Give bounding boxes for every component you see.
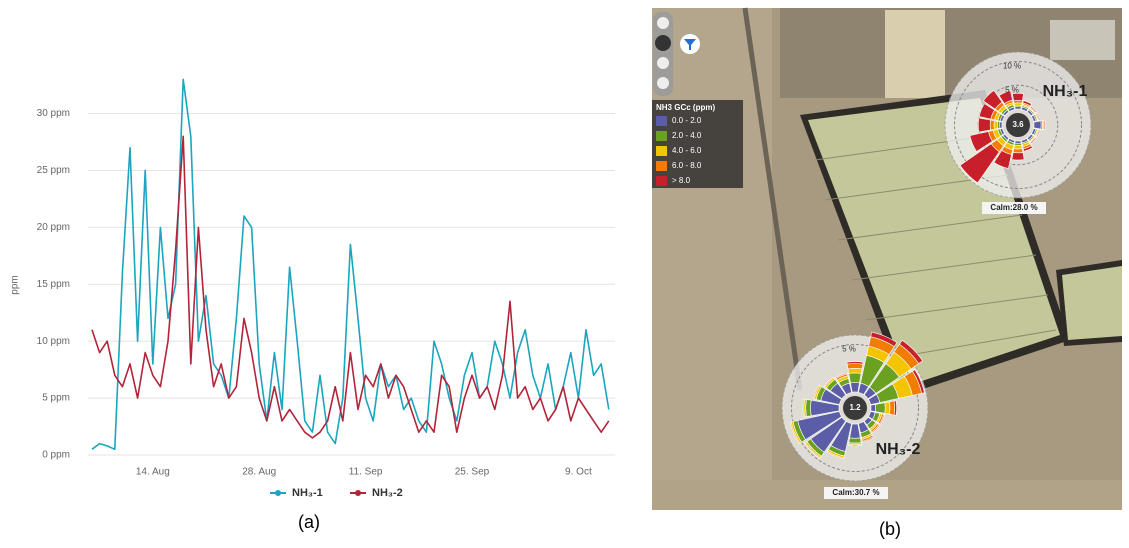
rose-label: NH₃-2 bbox=[876, 441, 921, 458]
legend-label: 2.0 - 4.0 bbox=[672, 131, 702, 140]
rose-segment bbox=[1044, 120, 1045, 130]
y-tick-label: 10 ppm bbox=[37, 336, 70, 347]
legend-marker bbox=[355, 490, 361, 496]
rose-center-value: 3.6 bbox=[1012, 120, 1024, 129]
map-legend-box bbox=[652, 100, 743, 188]
y-tick-label: 5 ppm bbox=[42, 393, 70, 404]
rose-segment bbox=[978, 118, 990, 132]
legend-label: 0.0 - 2.0 bbox=[672, 116, 702, 125]
rose-segment bbox=[1034, 121, 1041, 129]
legend-label: > 8.0 bbox=[672, 176, 691, 185]
x-tick-label: 28. Aug bbox=[242, 467, 276, 478]
rose-segment bbox=[894, 401, 897, 416]
rose-label: NH₃-1 bbox=[1043, 83, 1088, 100]
legend-marker bbox=[275, 490, 281, 496]
x-tick-label: 14. Aug bbox=[136, 467, 170, 478]
rose-ring-label: 10 % bbox=[1003, 62, 1021, 71]
rose-segment bbox=[847, 364, 863, 369]
rose-segment bbox=[994, 121, 998, 129]
y-axis-label: ppm bbox=[10, 275, 21, 294]
rose-segment bbox=[990, 120, 994, 130]
rose-segment bbox=[1013, 149, 1023, 153]
map-legend-title: NH3 GCc (ppm) bbox=[656, 103, 715, 112]
legend-label: 4.0 - 6.0 bbox=[672, 146, 702, 155]
rose-segment bbox=[885, 402, 890, 414]
caption: (a) bbox=[298, 512, 320, 532]
rose-ring-label: 5 % bbox=[842, 345, 856, 354]
data-line bbox=[92, 136, 609, 438]
legend-swatch bbox=[656, 161, 667, 171]
legend-swatch bbox=[656, 176, 667, 186]
caption: (b) bbox=[879, 519, 901, 539]
rose-segment bbox=[848, 368, 862, 373]
rose-segment bbox=[1014, 145, 1022, 149]
legend-swatch bbox=[656, 131, 667, 141]
x-tick-label: 11. Sep bbox=[349, 467, 383, 478]
rose-segment bbox=[890, 401, 895, 415]
rose-segment bbox=[849, 438, 861, 443]
rose-segment bbox=[1012, 152, 1024, 160]
rose-segment bbox=[851, 382, 860, 392]
legend-swatch bbox=[656, 146, 667, 156]
figure: NH3 GCc (ppm) (a) (b) 0 ppm 5 ppm 10 ppm 15… bbox=[0, 0, 1129, 543]
legend-label: NH₃-2 bbox=[372, 487, 403, 499]
rose-segment bbox=[1012, 93, 1023, 100]
x-tick-label: 9. Oct bbox=[565, 467, 592, 478]
y-tick-label: 25 ppm bbox=[37, 165, 70, 176]
y-tick-label: 20 ppm bbox=[37, 222, 70, 233]
x-tick-label: 25. Sep bbox=[455, 467, 490, 478]
rose-center-value: 1.2 bbox=[849, 403, 861, 412]
rose-ring-label: 5 % bbox=[1005, 85, 1019, 94]
legend-swatch bbox=[656, 116, 667, 126]
calm-label: Calm:28.0 % bbox=[990, 203, 1037, 212]
legend-label: 6.0 - 8.0 bbox=[672, 161, 702, 170]
y-tick-label: 30 ppm bbox=[37, 108, 70, 119]
rose-segment bbox=[871, 404, 876, 411]
calm-label: Calm:30.7 % bbox=[832, 488, 879, 497]
rose-segment bbox=[875, 403, 885, 414]
y-tick-label: 0 ppm bbox=[42, 450, 70, 461]
filter-button[interactable] bbox=[680, 34, 700, 54]
rose-segment bbox=[806, 399, 811, 416]
data-line bbox=[92, 79, 609, 449]
legend-label: NH₃-1 bbox=[292, 487, 323, 499]
map-toolbar[interactable] bbox=[653, 12, 673, 96]
y-tick-label: 15 ppm bbox=[37, 279, 70, 290]
rose-segment bbox=[849, 373, 861, 383]
